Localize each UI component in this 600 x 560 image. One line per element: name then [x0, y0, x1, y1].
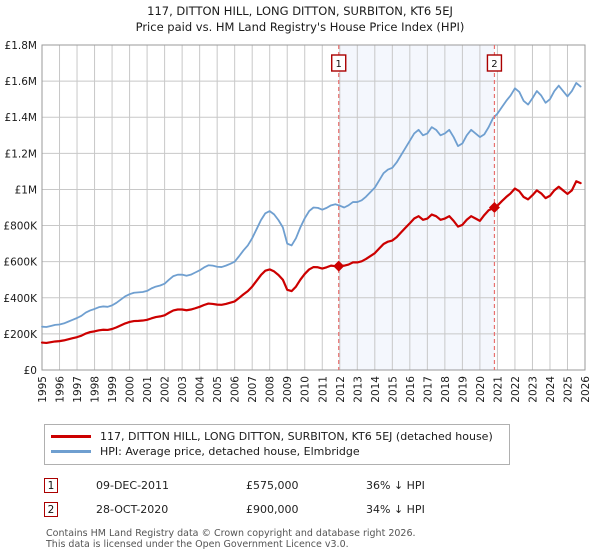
x-axis-tick-label: 2011 [317, 376, 329, 403]
y-axis-tick-label: £1M [15, 184, 37, 196]
legend-item-price-paid: 117, DITTON HILL, LONG DITTON, SURBITON,… [51, 429, 503, 444]
x-axis-tick-label: 2020 [475, 376, 487, 403]
x-axis-tick-label: 2026 [580, 376, 592, 403]
table-row: 1 09-DEC-2011 £575,000 36% ↓ HPI [44, 473, 510, 497]
table-row: 2 28-OCT-2020 £900,000 34% ↓ HPI [44, 497, 510, 521]
transaction-point-marker[interactable] [488, 202, 500, 213]
y-axis-tick-label: £800K [3, 221, 38, 233]
x-axis-tick-label: 2001 [142, 376, 154, 403]
y-axis-tick-label: £1.2M [5, 148, 37, 160]
series-line-hpi [41, 82, 582, 328]
x-axis-tick-label: 2019 [457, 376, 469, 403]
transaction-delta-1: 36% ↓ HPI [366, 478, 425, 492]
x-axis-tick-label: 2003 [177, 376, 189, 403]
footer-line-2: This data is licensed under the Open Gov… [46, 539, 349, 550]
x-axis-tick-label: 1995 [37, 376, 49, 403]
x-axis-tick-label: 1997 [72, 376, 84, 403]
highlight-band [338, 45, 495, 370]
page-subtitle: Price paid vs. HM Land Registry's House … [135, 20, 465, 34]
chart-legend: 117, DITTON HILL, LONG DITTON, SURBITON,… [44, 424, 510, 465]
transaction-badge-2: 2 [44, 501, 58, 517]
x-axis-tick-label: 2007 [247, 376, 259, 403]
x-axis-tick-label: 2024 [545, 376, 557, 403]
x-axis-tick-label: 2018 [440, 376, 452, 403]
x-axis-tick-label: 2025 [562, 376, 574, 403]
y-axis-tick-label: £1.4M [5, 112, 37, 124]
legend-swatch-price-paid [51, 435, 91, 438]
transaction-badge-1: 1 [44, 477, 58, 493]
y-axis-tick-label: £0 [24, 365, 37, 377]
x-axis-tick-label: 2016 [405, 376, 417, 403]
x-axis-tick-label: 1998 [90, 376, 102, 403]
y-axis-tick-label: £1.8M [5, 40, 37, 52]
transaction-date-1: 09-DEC-2011 [96, 478, 170, 492]
legend-swatch-hpi [51, 450, 91, 453]
y-axis-tick-label: £400K [3, 293, 38, 305]
x-axis-tick-label: 2021 [492, 376, 504, 403]
legend-item-hpi: HPI: Average price, detached house, Elmb… [51, 444, 503, 459]
plot-frame [41, 44, 586, 371]
transaction-point-marker[interactable] [333, 260, 345, 272]
x-axis-tick-label: 2000 [125, 376, 137, 403]
y-axis-tick-label: £600K [3, 257, 38, 269]
transaction-date-2: 28-OCT-2020 [96, 502, 169, 516]
x-axis-tick-label: 2005 [212, 376, 224, 403]
annotation-badge-label: 2 [491, 59, 497, 70]
x-axis-tick-label: 2010 [300, 376, 312, 403]
x-axis-tick-label: 2008 [265, 376, 277, 403]
x-axis-tick-label: 2017 [422, 376, 434, 403]
x-axis-tick-label: 2013 [352, 376, 364, 403]
x-axis-tick-label: 2004 [195, 376, 207, 403]
transaction-price-1: £575,000 [246, 478, 299, 492]
y-axis-tick-label: £200K [3, 329, 38, 341]
annotation-badge-box[interactable] [331, 54, 347, 72]
x-axis-tick-label: 2009 [282, 376, 294, 403]
footer-line-1: Contains HM Land Registry data © Crown c… [46, 528, 416, 539]
x-axis-tick-label: 1996 [55, 376, 67, 403]
x-axis-tick-label: 2002 [160, 376, 172, 403]
x-axis-tick-label: 2014 [370, 376, 382, 403]
y-axis-tick-label: £1.6M [5, 76, 37, 88]
legend-label-price-paid: 117, DITTON HILL, LONG DITTON, SURBITON,… [100, 430, 493, 443]
x-axis-tick-label: 2015 [387, 376, 399, 403]
annotation-badge-box[interactable] [486, 54, 503, 72]
legend-label-hpi: HPI: Average price, detached house, Elmb… [100, 445, 360, 458]
transaction-price-2: £900,000 [246, 502, 299, 516]
x-axis-tick-label: 2023 [527, 376, 539, 403]
footer-attribution: Contains HM Land Registry data © Crown c… [46, 528, 566, 550]
chart-title-block: 117, DITTON HILL, LONG DITTON, SURBITON,… [0, 3, 600, 35]
x-axis-tick-label: 2012 [335, 376, 347, 403]
transaction-delta-2: 34% ↓ HPI [366, 502, 425, 516]
x-axis-tick-label: 2022 [510, 376, 522, 403]
chart-plot-area: £0 £200K £400K £600K £800K £1M £1.2M £1.4M £1.6M… [3, 40, 592, 403]
x-axis-tick-label: 1999 [107, 376, 119, 403]
page-title: 117, DITTON HILL, LONG DITTON, SURBITON,… [147, 4, 453, 18]
transactions-table: 1 09-DEC-2011 £575,000 36% ↓ HPI 2 28-OC… [44, 473, 510, 521]
annotation-badge-label: 1 [336, 59, 342, 70]
x-axis-tick-label: 2006 [230, 376, 242, 403]
